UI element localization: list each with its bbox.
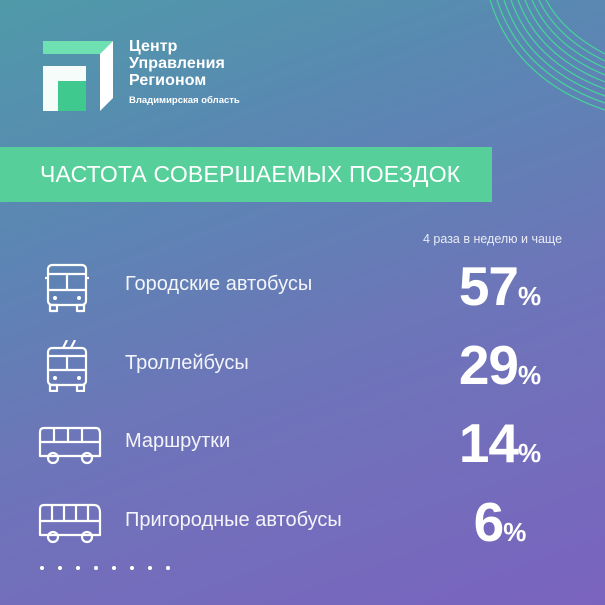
brand-name-line3: Регионом [129, 72, 207, 89]
suburban-bus-icon [38, 503, 102, 544]
title-banner: ЧАСТОТА СОВЕРШАЕМЫХ ПОЕЗДОК [0, 147, 492, 202]
trolleybus-label: Троллейбусы [125, 352, 249, 374]
brand-name-line1: Центр [129, 38, 178, 55]
percent-sign: % [518, 281, 542, 311]
stat-row-minibus: Маршрутки 14% [0, 408, 605, 478]
percent-sign: % [518, 438, 542, 468]
suburban-bus-percent: 6% [440, 487, 560, 557]
page-title: ЧАСТОТА СОВЕРШАЕМЫХ ПОЕЗДОК [40, 161, 461, 187]
city-bus-icon [45, 263, 89, 313]
minibus-value: 14 [458, 412, 519, 474]
dot [112, 566, 116, 570]
stat-row-suburban-bus: Пригородные автобусы 6% [0, 487, 605, 557]
minibus-label: Маршрутки [125, 430, 231, 452]
city-bus-value: 57 [458, 255, 519, 317]
minibus-icon [38, 426, 102, 465]
brand-name-line2: Управления [129, 55, 225, 72]
logo-icon [43, 41, 113, 111]
dot [58, 566, 62, 570]
stat-row-trolleybus: Троллейбусы 29% [0, 330, 605, 400]
stat-row-city-bus: Городские автобусы 57% [0, 251, 605, 321]
brand-block: Центр Управления Регионом Владимирская о… [129, 38, 240, 106]
dot [148, 566, 152, 570]
percent-sign: % [518, 360, 542, 390]
city-bus-percent: 57% [440, 251, 560, 321]
trolleybus-value: 29 [458, 334, 519, 396]
minibus-percent: 14% [440, 408, 560, 478]
dot [94, 566, 98, 570]
suburban-bus-label: Пригородные автобусы [125, 509, 342, 531]
trolleybus-percent: 29% [440, 330, 560, 400]
brand-region: Владимирская область [129, 95, 240, 106]
decorative-dots [40, 566, 170, 570]
suburban-bus-value: 6 [473, 491, 505, 553]
dot [40, 566, 44, 570]
dot [166, 566, 170, 570]
trolleybus-icon [46, 340, 88, 392]
decorative-arcs [489, 0, 605, 111]
dot [76, 566, 80, 570]
frequency-note: 4 раза в неделю и чаще [423, 232, 563, 246]
percent-sign: % [503, 517, 527, 547]
dot [130, 566, 134, 570]
city-bus-label: Городские автобусы [125, 273, 313, 295]
